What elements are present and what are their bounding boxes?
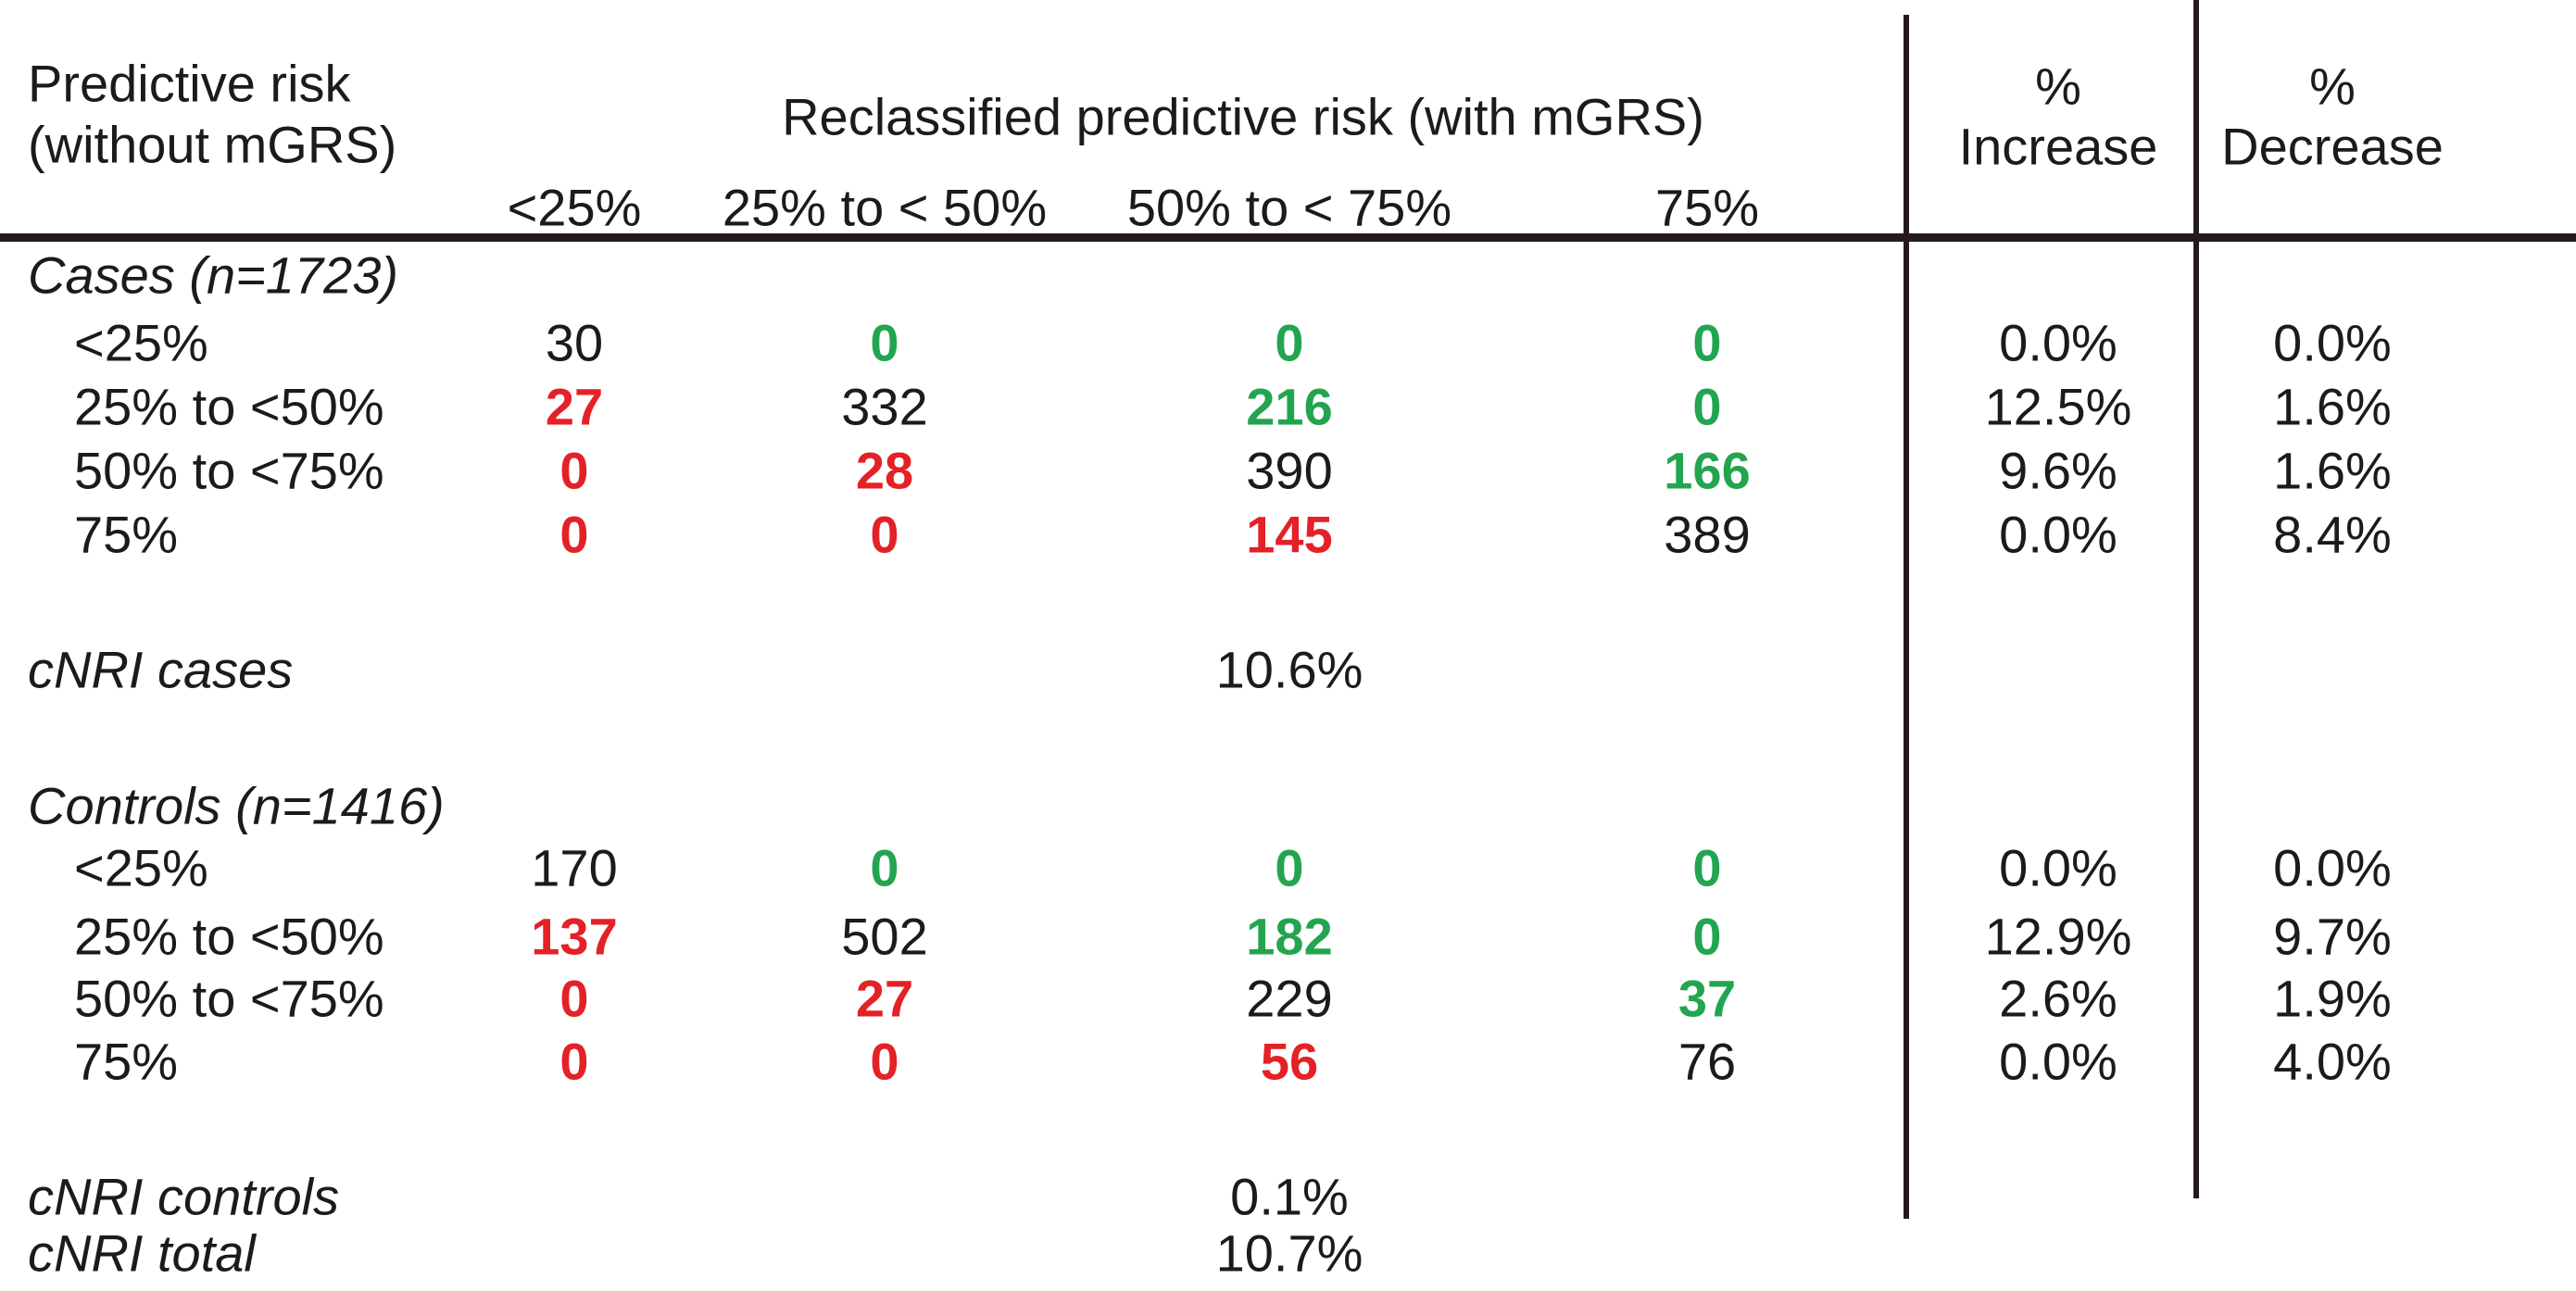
cases-row-label: <25% — [74, 313, 208, 372]
column-header-25to50: 25% to < 50% — [722, 178, 1048, 237]
controls-decrease-value: 9.7% — [2273, 907, 2392, 966]
cnri-cases-value: 10.6% — [1215, 640, 1363, 699]
cnri-controls-value: 0.1% — [1230, 1167, 1349, 1226]
cases-cell: 216 — [1246, 377, 1333, 436]
controls-cell: 0 — [870, 838, 899, 897]
cases-cell: 332 — [841, 377, 928, 436]
controls-increase-value: 12.9% — [1984, 907, 2132, 966]
row-axis-title-line1: Predictive risk — [28, 54, 351, 113]
cnri-total-label: cNRI total — [28, 1223, 256, 1283]
cases-cell: 0 — [870, 313, 899, 372]
cases-increase-value: 9.6% — [1999, 441, 2117, 500]
decrease-header-label: Decrease — [2221, 117, 2444, 176]
header-divider-rule — [0, 233, 2576, 242]
controls-cell: 182 — [1246, 907, 1333, 966]
decrease-header-pct: % — [2309, 56, 2356, 116]
cases-decrease-value: 1.6% — [2273, 377, 2392, 436]
controls-cell: 0 — [1275, 838, 1304, 897]
column-header-50to75: 50% to < 75% — [1126, 178, 1452, 237]
controls-cell: 56 — [1260, 1032, 1319, 1091]
decrease-column-rule — [2193, 0, 2199, 1198]
cases-cell: 28 — [855, 441, 914, 500]
controls-section-label: Controls (n=1416) — [28, 776, 445, 835]
cases-cell: 145 — [1246, 505, 1333, 564]
cases-decrease-value: 0.0% — [2273, 313, 2392, 372]
cases-increase-value: 0.0% — [1999, 505, 2117, 564]
controls-decrease-value: 0.0% — [2273, 838, 2392, 897]
controls-cell: 137 — [531, 907, 618, 966]
cases-section-label: Cases (n=1723) — [28, 245, 399, 305]
cases-row-label: 75% — [74, 505, 179, 564]
controls-cell: 0 — [1692, 907, 1722, 966]
controls-row-label: 25% to <50% — [74, 907, 384, 966]
controls-cell: 27 — [855, 969, 914, 1028]
cases-cell: 0 — [1275, 313, 1304, 372]
controls-decrease-value: 4.0% — [2273, 1032, 2392, 1091]
increase-header-label: Increase — [1958, 117, 2158, 176]
controls-row-label: <25% — [74, 838, 208, 897]
controls-decrease-value: 1.9% — [2273, 969, 2392, 1028]
cases-cell: 166 — [1664, 441, 1751, 500]
cases-increase-value: 12.5% — [1984, 377, 2132, 436]
cases-cell: 389 — [1664, 505, 1751, 564]
cases-decrease-value: 8.4% — [2273, 505, 2392, 564]
cases-increase-value: 0.0% — [1999, 313, 2117, 372]
column-group-title: Reclassified predictive risk (with mGRS) — [782, 87, 1704, 146]
column-header-75: 75% — [1654, 178, 1760, 237]
cases-cell: 0 — [1692, 313, 1722, 372]
cases-cell: 0 — [1692, 377, 1722, 436]
cases-row-label: 50% to <75% — [74, 441, 384, 500]
cases-cell: 390 — [1246, 441, 1333, 500]
controls-row-label: 50% to <75% — [74, 969, 384, 1028]
increase-column-rule — [1904, 15, 1909, 1219]
controls-row-label: 75% — [74, 1032, 179, 1091]
cnri-total-value: 10.7% — [1215, 1223, 1363, 1283]
controls-cell: 0 — [1692, 838, 1722, 897]
controls-increase-value: 0.0% — [1999, 1032, 2117, 1091]
controls-cell: 37 — [1678, 969, 1737, 1028]
row-axis-title-line2: (without mGRS) — [28, 115, 397, 174]
controls-increase-value: 2.6% — [1999, 969, 2117, 1028]
column-header-lt25: <25% — [507, 178, 642, 237]
controls-cell: 0 — [870, 1032, 899, 1091]
cases-decrease-value: 1.6% — [2273, 441, 2392, 500]
controls-cell: 76 — [1678, 1032, 1737, 1091]
cases-cell: 0 — [559, 505, 589, 564]
cnri-cases-label: cNRI cases — [28, 640, 294, 699]
cases-cell: 0 — [559, 441, 589, 500]
controls-cell: 170 — [531, 838, 618, 897]
cnri-controls-label: cNRI controls — [28, 1167, 340, 1226]
controls-cell: 0 — [559, 1032, 589, 1091]
cases-cell: 0 — [870, 505, 899, 564]
controls-cell: 0 — [559, 969, 589, 1028]
cases-row-label: 25% to <50% — [74, 377, 384, 436]
controls-cell: 229 — [1246, 969, 1333, 1028]
cases-cell: 27 — [545, 377, 604, 436]
cases-cell: 30 — [545, 313, 604, 372]
controls-increase-value: 0.0% — [1999, 838, 2117, 897]
increase-header-pct: % — [2035, 56, 2081, 116]
controls-cell: 502 — [841, 907, 928, 966]
